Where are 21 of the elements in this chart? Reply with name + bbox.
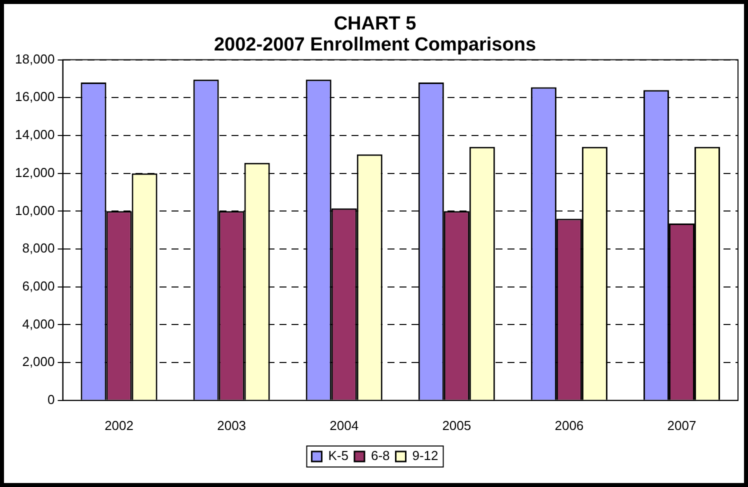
y-tick-label: 10,000 — [14, 202, 55, 218]
legend-label: 9-12 — [412, 448, 438, 464]
x-tick-label: 2007 — [667, 418, 696, 433]
y-tick-label: 18,000 — [14, 51, 55, 66]
text: CHART 5 — [334, 14, 416, 35]
y-tick-label: 2,000 — [22, 354, 55, 370]
x-tick-label: 2003 — [217, 418, 246, 433]
y-tick-label: 6,000 — [22, 278, 55, 294]
y-tick-label: 14,000 — [14, 127, 55, 142]
y-tick-label: 12,000 — [14, 164, 55, 180]
x-tick-label: 2002 — [104, 418, 134, 433]
x-tick-label: 2006 — [554, 418, 584, 433]
x-tick-label: 2004 — [330, 418, 359, 433]
y-tick-label: 8,000 — [22, 240, 55, 256]
text: 2002-2007 Enrollment Comparisons — [214, 34, 536, 56]
legend-label: K-5 — [328, 448, 348, 464]
y-tick-label: 0 — [48, 392, 55, 407]
x-tick-label: 2005 — [442, 418, 472, 433]
legend-label: 6-8 — [370, 448, 390, 464]
y-tick-label: 16,000 — [14, 89, 55, 104]
y-tick-label: 4,000 — [22, 316, 55, 332]
